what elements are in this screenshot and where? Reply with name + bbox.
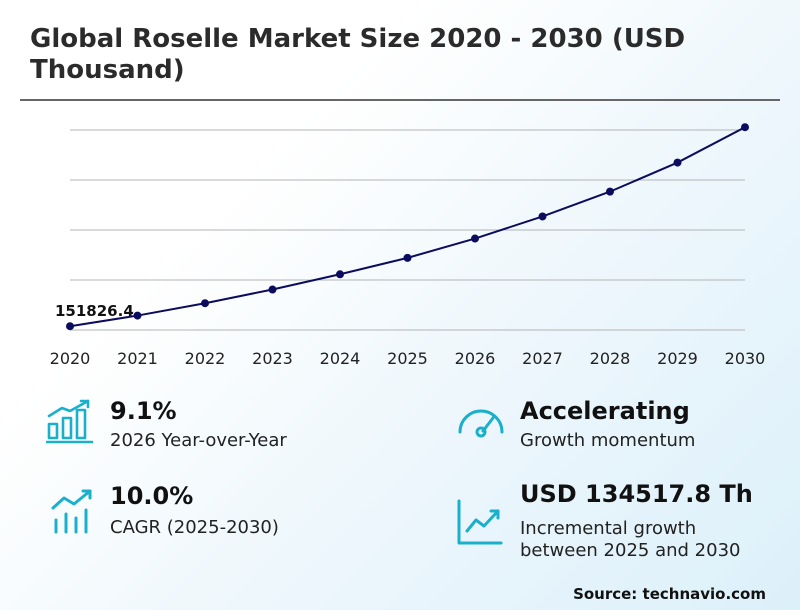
data-point-2020 [66,322,74,331]
x-tick-label: 2030 [725,349,766,368]
bar-chart-up-icon [46,399,94,444]
line-chart: 2020 2021 2022 2023 2024 2025 2026 2027 2028 2029… [50,123,766,368]
x-tick-label: 2022 [185,349,226,368]
x-tick-label: 2027 [522,349,563,368]
line-chart-icon [457,499,503,545]
data-point-2026 [471,234,479,243]
metric-incremental-label-1: Incremental growth [520,518,697,539]
data-point-2025 [403,253,412,262]
x-tick-label: 2020 [50,349,91,368]
x-tick-label: 2028 [590,349,631,368]
metric-incremental-label-2: between 2025 and 2030 [520,540,741,561]
data-point-2028 [606,187,614,196]
annotations: 151826.4 [55,302,134,320]
series-line [69,126,746,328]
grid-lines [70,129,745,331]
metric-yoy-label: 2026 Year-over-Year [110,430,287,451]
x-tick-label: 2024 [320,349,361,368]
title-divider [20,99,780,101]
x-tick-label: 2023 [252,349,293,368]
data-point-2030 [741,123,749,132]
data-point-2021 [133,311,142,320]
x-tick-label: 2021 [117,349,158,368]
data-point-2029 [673,158,682,167]
metric-yoy-value: 9.1% [110,397,177,425]
metric-incremental-value: USD 134517.8 Th [520,480,753,508]
data-point-2023 [268,285,277,294]
data-point-2027 [538,212,547,221]
data-point-2022 [201,299,209,308]
data-point-2024 [336,270,344,279]
bars-trend-icon [51,489,92,534]
chart-title: Global Roselle Market Size 2020 - 2030 (… [30,24,686,85]
x-tick-label: 2029 [657,349,698,368]
x-tick-label: 2025 [387,349,428,368]
metric-cagr-value: 10.0% [110,482,194,510]
x-tick-label: 2026 [455,349,496,368]
x-axis-ticks: 2020 2021 2022 2023 2024 2025 2026 2027 2028 2029… [50,349,766,368]
gauge-icon [458,409,504,438]
metric-momentum-label: Growth momentum [520,430,696,451]
metric-momentum-value: Accelerating [520,397,690,425]
source-credit: Source: technavio.com [573,585,766,603]
metric-cagr-label: CAGR (2025-2030) [110,517,279,538]
data-label-2020: 151826.4 [55,302,134,320]
data-points [66,123,749,331]
